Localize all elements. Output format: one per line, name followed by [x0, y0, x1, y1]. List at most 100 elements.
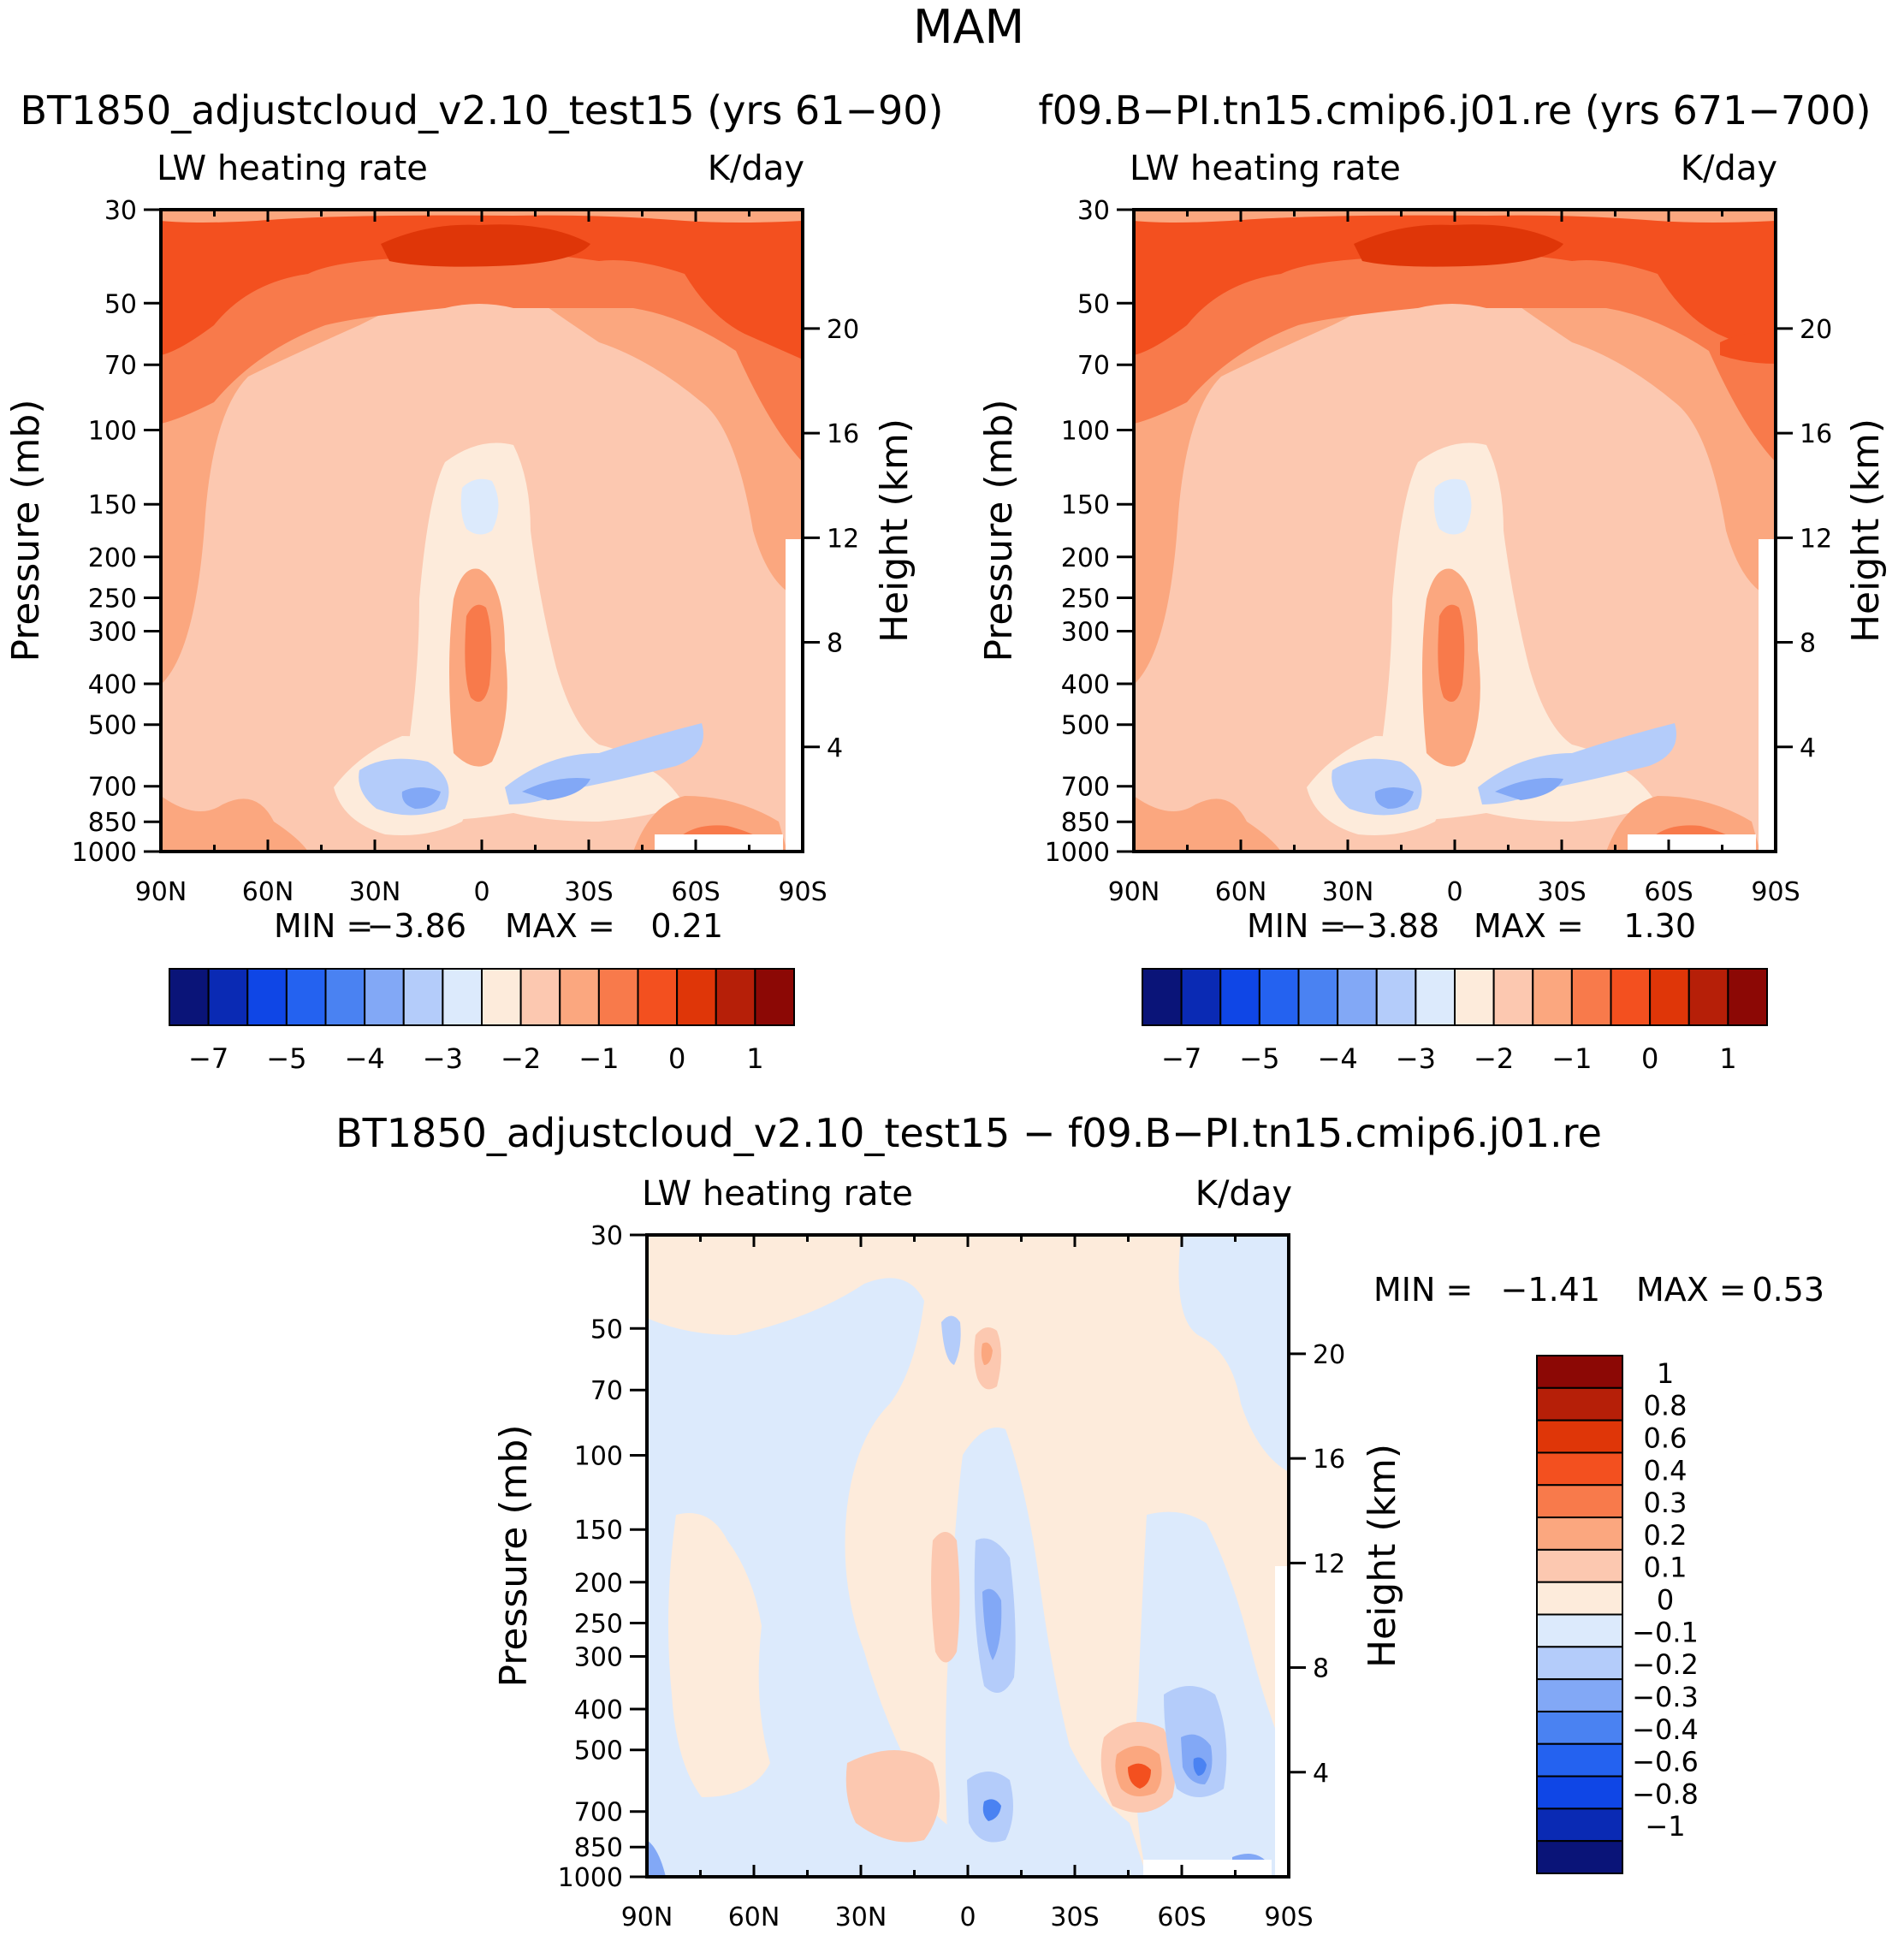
y-tick-label: 700 [574, 1798, 623, 1828]
x-tick-label: 90S [778, 877, 827, 907]
panel-a-cooling-upper [460, 478, 499, 535]
y-right-tick-label: 4 [827, 733, 843, 763]
y-tick-label: 1000 [1045, 838, 1110, 868]
panel-b-cooling-upper [1433, 478, 1472, 535]
y-tick-label: 150 [88, 490, 137, 520]
y-tick-label: 700 [88, 773, 137, 803]
colorbar-swatch [1536, 1775, 1623, 1810]
panel-a-title: BT1850_adjustcloud_v2.10_test15 (yrs 61−… [21, 87, 944, 134]
colorbar-swatch [1415, 968, 1456, 1026]
x-tick-label: 60N [242, 877, 294, 907]
panel-b-cooling-left-core [1374, 787, 1414, 809]
panel-b-upper-band-2 [1134, 210, 1776, 462]
x-tick-label: 60S [1157, 1902, 1206, 1932]
colorbar-tick-label: 0 [1641, 1042, 1658, 1075]
panel-a-axes: 90N 60N 30N 0 30S 60S 90S 30 50 70 100 150 200 250300… [72, 196, 860, 907]
colorbar-swatch [1536, 1742, 1623, 1778]
panel-c-cooling-band-tropics [946, 1428, 1147, 1877]
colorbar-swatch [169, 968, 210, 1026]
panel-b-max-label: MAX = [1474, 907, 1584, 945]
colorbar-tick-label: −0.8 [1632, 1778, 1699, 1810]
y-tick-label: 300 [88, 617, 137, 647]
x-tick-label: 30N [835, 1902, 887, 1932]
panel-c-cooling-top-south [1178, 1235, 1289, 1472]
colorbar-swatch [1536, 1646, 1623, 1681]
panel-b-colorbar: −7 −5 −4 −3 −2 −1 0 1 [1142, 968, 1768, 1075]
colorbar-tick-label: 0.2 [1644, 1519, 1688, 1552]
panel-a-missing-data-edge [786, 539, 803, 852]
panel-c-cooling-south-low-core [1193, 1757, 1207, 1776]
colorbar-swatch [1536, 1517, 1623, 1551]
panel-a-cooling-right-core [522, 778, 590, 800]
colorbar-tick-label: −0.3 [1632, 1681, 1699, 1713]
colorbar-tick-label: 1 [746, 1042, 763, 1075]
x-tick-label: 30N [349, 877, 401, 907]
colorbar-swatch [1536, 1807, 1623, 1843]
colorbar-tick-label: −5 [1239, 1042, 1279, 1075]
panel-c-title: BT1850_adjustcloud_v2.10_test15 − f09.B−… [335, 1110, 1602, 1156]
x-tick-label: 30N [1322, 877, 1374, 907]
panel-c-ylabel-right: Height (km) [1361, 1444, 1404, 1668]
panel-c-colorbar: 10.80.60.40.30.20.10−0.1−0.2−0.3−0.4−0.6… [1536, 1355, 1699, 1874]
panel-c-contours [647, 1235, 1289, 1877]
panel-a-upper-band-3 [161, 210, 803, 359]
panel-a-min-value: −3.86 [367, 907, 466, 945]
y-tick-label: 70 [590, 1376, 623, 1406]
colorbar-tick-label: −4 [1318, 1042, 1358, 1075]
panel-a-plot-area [161, 210, 803, 852]
y-right-tick-label: 16 [827, 419, 859, 449]
colorbar-swatch [1610, 968, 1652, 1026]
panel-b-plot-area [1134, 210, 1776, 852]
colorbar-tick-label: 1 [1719, 1042, 1736, 1075]
panel-a-upper-band-2 [161, 210, 803, 462]
colorbar-tick-label: −7 [1161, 1042, 1201, 1075]
panel-a-max-value: 0.21 [650, 907, 723, 945]
panel-a-min-label: MIN = [274, 907, 373, 945]
colorbar-swatch [715, 968, 756, 1026]
panel-b-surface-left [1134, 796, 1281, 852]
panel-a: BT1850_adjustcloud_v2.10_test15 (yrs 61−… [4, 87, 943, 1075]
colorbar-swatch [481, 968, 522, 1026]
panel-b-units-label: K/day [1681, 149, 1777, 188]
x-tick-label: 60N [1215, 877, 1267, 907]
panel-c-cooling-upper-tropics [941, 1315, 961, 1365]
y-right-tick-label: 16 [1313, 1445, 1345, 1475]
colorbar-swatch [1536, 1581, 1623, 1616]
colorbar-tick-label: 0.8 [1644, 1390, 1688, 1422]
y-tick-label: 150 [574, 1516, 623, 1546]
colorbar-tick-label: −4 [345, 1042, 385, 1075]
colorbar-swatch [1536, 1710, 1623, 1745]
colorbar-swatch [1649, 968, 1690, 1026]
colorbar-tick-label: −0.4 [1632, 1713, 1699, 1746]
colorbar-tick-label: −1 [578, 1042, 619, 1075]
panel-a-units-label: K/day [708, 149, 804, 188]
panel-b-title: f09.B−PI.tn15.cmip6.j01.re (yrs 671−700) [1038, 87, 1871, 134]
figure-title: MAM [913, 0, 1024, 54]
panel-a-upper-band-1 [161, 210, 803, 685]
panel-a-jet-max [381, 224, 590, 267]
panel-c-axes: 90N 60N 30N 0 30S 60S 90S 30 50 70 100 150 200 250300… [558, 1221, 1346, 1932]
x-tick-label: 0 [473, 877, 489, 907]
y-tick-label: 30 [590, 1221, 623, 1251]
y-tick-label: 150 [1061, 490, 1110, 520]
panel-b-tropical-heating-core [1438, 604, 1465, 702]
colorbar-tick-label: 0 [1657, 1584, 1674, 1617]
colorbar-tick-label: −3 [423, 1042, 463, 1075]
panel-c-missing-data-strip [1143, 1860, 1272, 1877]
colorbar-tick-label: 0.4 [1644, 1454, 1688, 1487]
panel-b-missing-data-strip [1628, 834, 1756, 852]
panel-b-cooling-right-core [1495, 778, 1563, 800]
y-tick-label: 1000 [558, 1863, 623, 1893]
y-tick-label: 200 [88, 543, 137, 573]
colorbar-swatch [1688, 968, 1729, 1026]
colorbar-swatch [1536, 1451, 1623, 1487]
panel-a-cooling-left-core [401, 787, 441, 809]
colorbar-swatch [246, 968, 288, 1026]
x-tick-label: 90N [1108, 877, 1160, 907]
colorbar-swatch [1492, 968, 1534, 1026]
colorbar-swatch [1454, 968, 1495, 1026]
y-tick-label: 200 [1061, 543, 1110, 573]
colorbar-swatch [1536, 1386, 1623, 1422]
colorbar-tick-label: −2 [501, 1042, 541, 1075]
colorbar-swatch [402, 968, 444, 1026]
